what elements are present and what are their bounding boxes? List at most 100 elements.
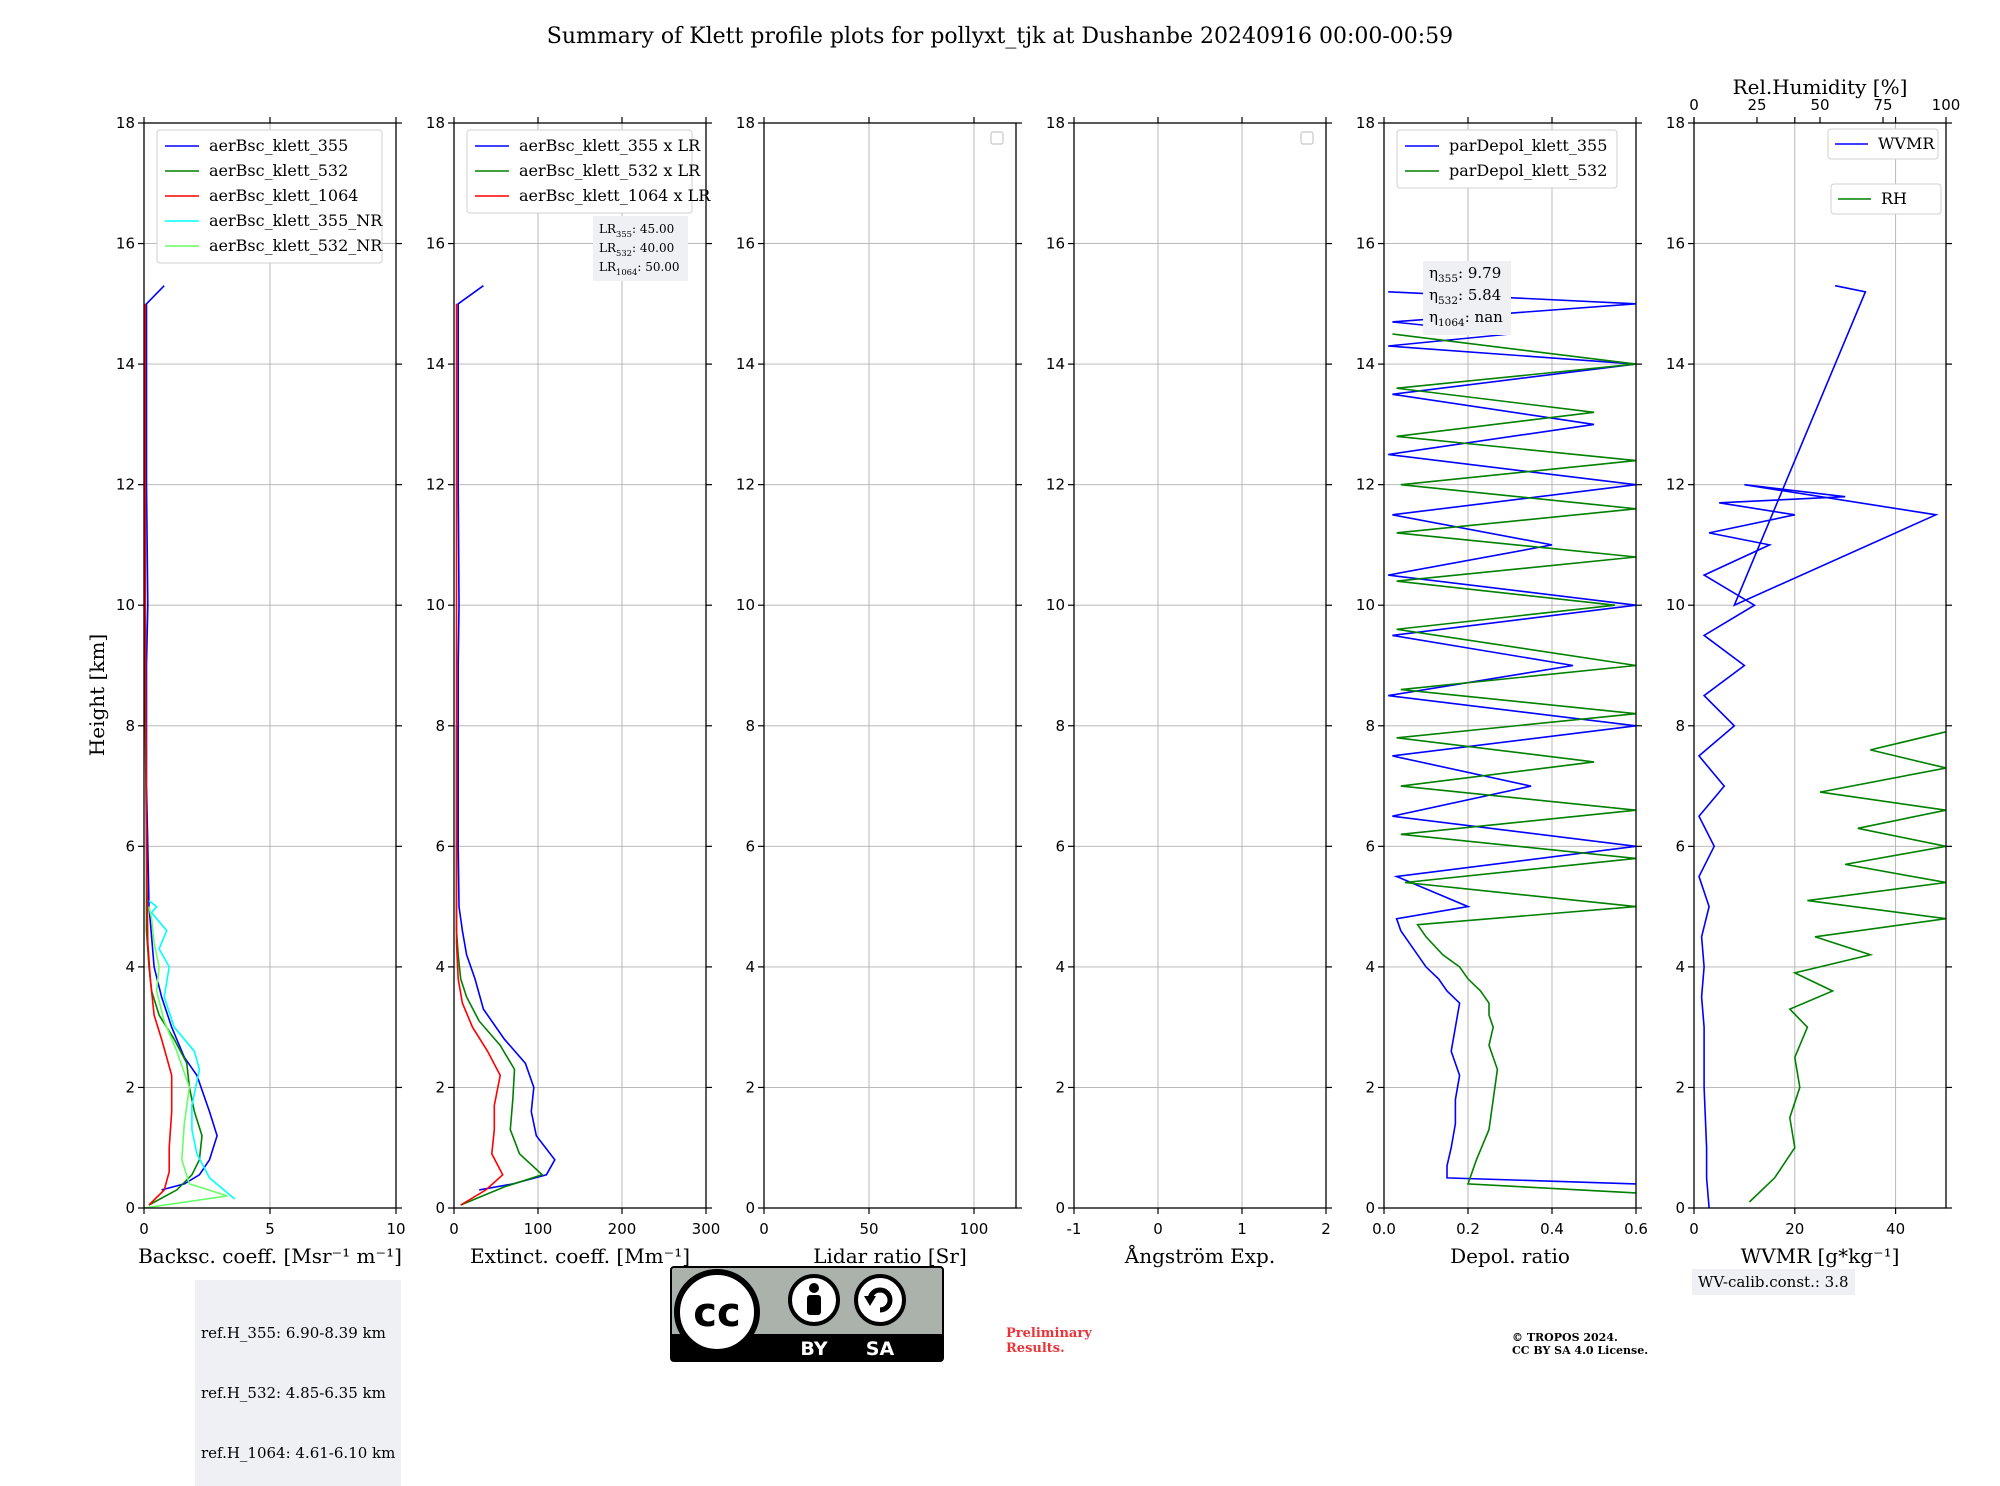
y-tick-label: 10 xyxy=(1046,596,1065,614)
annotation-box xyxy=(1423,261,1511,335)
x-tick-label: 0.2 xyxy=(1456,1220,1480,1238)
y-tick-label: 14 xyxy=(426,355,445,373)
annotation-value: : 9.79 xyxy=(1458,264,1501,282)
preliminary-line-1: Preliminary xyxy=(1006,1326,1092,1341)
preliminary-line-2: Results. xyxy=(1006,1341,1065,1356)
y-tick-label: 14 xyxy=(1046,355,1065,373)
ref-height-1064: ref.H_1064: 4.61-6.10 km xyxy=(201,1444,396,1462)
y-tick-label: 2 xyxy=(1055,1078,1065,1096)
plot-frame xyxy=(1073,122,1327,1209)
annotation-value: : 45.00 xyxy=(632,222,674,236)
y-tick-label: 0 xyxy=(125,1199,135,1217)
y-tick-label: 4 xyxy=(1365,958,1375,976)
annotation-subscript: 532 xyxy=(616,248,632,258)
y-tick-label: 14 xyxy=(1356,355,1375,373)
cc-by-sa-logo: cc BY SA xyxy=(670,1266,944,1362)
x-tick-label: 10 xyxy=(386,1220,405,1238)
annotation-symbol: LR xyxy=(599,260,617,274)
top-tick-label: 25 xyxy=(1747,96,1766,114)
panel-5: 0.0 0.2 0.4 0.6 0 2 4 6 8 10 12 14 16 18 Depol. ratio p… xyxy=(1356,114,1648,1268)
y-tick-label: 10 xyxy=(736,596,755,614)
y-tick-label: 0 xyxy=(745,1199,755,1217)
x-tick-label: 5 xyxy=(265,1220,275,1238)
figure-canvas: Summary of Klett profile plots for polly… xyxy=(85,24,1960,1268)
x-tick-label: 0 xyxy=(449,1220,459,1238)
y-tick-label: 12 xyxy=(426,476,445,494)
cc-by-label: BY xyxy=(800,1338,827,1360)
series-line-parDepol_klett_355 xyxy=(1388,291,1636,1185)
annotation-value: : nan xyxy=(1465,308,1503,326)
series-line-aerBsc_klett_1064 xyxy=(144,303,173,1206)
legend-box xyxy=(1396,129,1618,189)
y-tick-label: 14 xyxy=(736,355,755,373)
legend-box xyxy=(466,129,693,214)
y-tick-label: 6 xyxy=(435,837,445,855)
x-tick-label: 100 xyxy=(960,1220,989,1238)
x-axis-label: Lidar ratio [Sr] xyxy=(813,1244,967,1268)
panel-1: 0 5 10 0 2 4 6 8 10 12 14 16 18 Backsc. coeff. [Msr⁻¹… xyxy=(116,114,406,1268)
x-tick-label: 200 xyxy=(608,1220,637,1238)
y-tick-label: 0 xyxy=(435,1199,445,1217)
y-tick-label: 4 xyxy=(1055,958,1065,976)
legend-label: aerBsc_klett_1064 xyxy=(209,186,358,205)
annotation-value: : 50.00 xyxy=(637,260,679,274)
wv-calib-note: WV-calib.const.: 3.8 xyxy=(1692,1269,1855,1295)
y-tick-label: 6 xyxy=(1055,837,1065,855)
y-tick-label: 14 xyxy=(116,355,135,373)
y-tick-label: 18 xyxy=(1356,114,1375,132)
y-tick-label: 10 xyxy=(1666,596,1685,614)
panel-3: 0 50 100 0 2 4 6 8 10 12 14 16 18 Lidar ratio [Sr] xyxy=(736,114,1022,1268)
y-tick-label: 18 xyxy=(1666,114,1685,132)
legend-label: parDepol_klett_532 xyxy=(1449,161,1607,180)
annotation-symbol: η xyxy=(1429,264,1438,282)
x-axis-label: Ångström Exp. xyxy=(1124,1243,1275,1268)
x-tick-label: 0 xyxy=(759,1220,769,1238)
cc-sa-label: SA xyxy=(866,1338,895,1360)
y-tick-label: 2 xyxy=(1365,1078,1375,1096)
y-tick-label: 18 xyxy=(426,114,445,132)
y-tick-label: 16 xyxy=(736,235,755,253)
y-tick-label: 4 xyxy=(125,958,135,976)
y-axis-label: Height [km] xyxy=(85,634,109,756)
annotation-line: LR532: 40.00 xyxy=(599,241,674,258)
y-tick-label: 12 xyxy=(116,476,135,494)
empty-legend-box xyxy=(990,131,1004,145)
annotation-subscript: 532 xyxy=(1438,295,1458,307)
y-tick-label: 16 xyxy=(1356,235,1375,253)
legend-label: aerBsc_klett_1064 x LR xyxy=(519,186,711,205)
x-tick-label: 0.6 xyxy=(1624,1220,1648,1238)
y-tick-label: 18 xyxy=(116,114,135,132)
x-axis-label: WVMR [g*kg⁻¹] xyxy=(1741,1244,1900,1268)
y-tick-label: 4 xyxy=(435,958,445,976)
x-tick-label: 100 xyxy=(524,1220,553,1238)
y-tick-label: 16 xyxy=(1666,235,1685,253)
y-tick-label: 8 xyxy=(435,717,445,735)
series-line-RH xyxy=(1748,731,1946,1203)
y-tick-label: 16 xyxy=(426,235,445,253)
legend-box xyxy=(156,129,383,264)
annotation-line: LR355: 45.00 xyxy=(599,222,674,239)
plot-frame xyxy=(453,122,707,1209)
cc-text: cc xyxy=(693,1290,740,1336)
legend-label: aerBsc_klett_355_NR xyxy=(209,211,383,230)
preliminary-note: Preliminary Results. xyxy=(1006,1326,1092,1356)
y-tick-label: 16 xyxy=(116,235,135,253)
empty-legend-box xyxy=(1300,131,1314,145)
y-tick-label: 2 xyxy=(1675,1078,1685,1096)
legend-label: parDepol_klett_355 xyxy=(1449,136,1607,155)
x-tick-label: 0 xyxy=(139,1220,149,1238)
x-tick-label: 0.0 xyxy=(1372,1220,1396,1238)
y-tick-label: 8 xyxy=(745,717,755,735)
plot-frame xyxy=(1693,122,1947,1209)
y-tick-label: 10 xyxy=(116,596,135,614)
ref-height-note: ref.H_355: 6.90-8.39 km ref.H_532: 4.85-… xyxy=(195,1280,402,1486)
copyright-note: © TROPOS 2024. CC BY SA 4.0 License. xyxy=(1512,1331,1648,1357)
annotation-subscript: 355 xyxy=(616,229,632,239)
y-tick-label: 10 xyxy=(1356,596,1375,614)
top-tick-label: 75 xyxy=(1873,96,1892,114)
series-line-aerBsc_klett_355 xyxy=(145,285,218,1191)
panel-6: 0 20 40 0 2 4 6 8 10 12 14 16 18 WVMR [g*kg⁻¹] 0 25 50 75… xyxy=(1666,75,1960,1268)
y-tick-label: 2 xyxy=(125,1078,135,1096)
top-tick-label: 0 xyxy=(1689,96,1699,114)
